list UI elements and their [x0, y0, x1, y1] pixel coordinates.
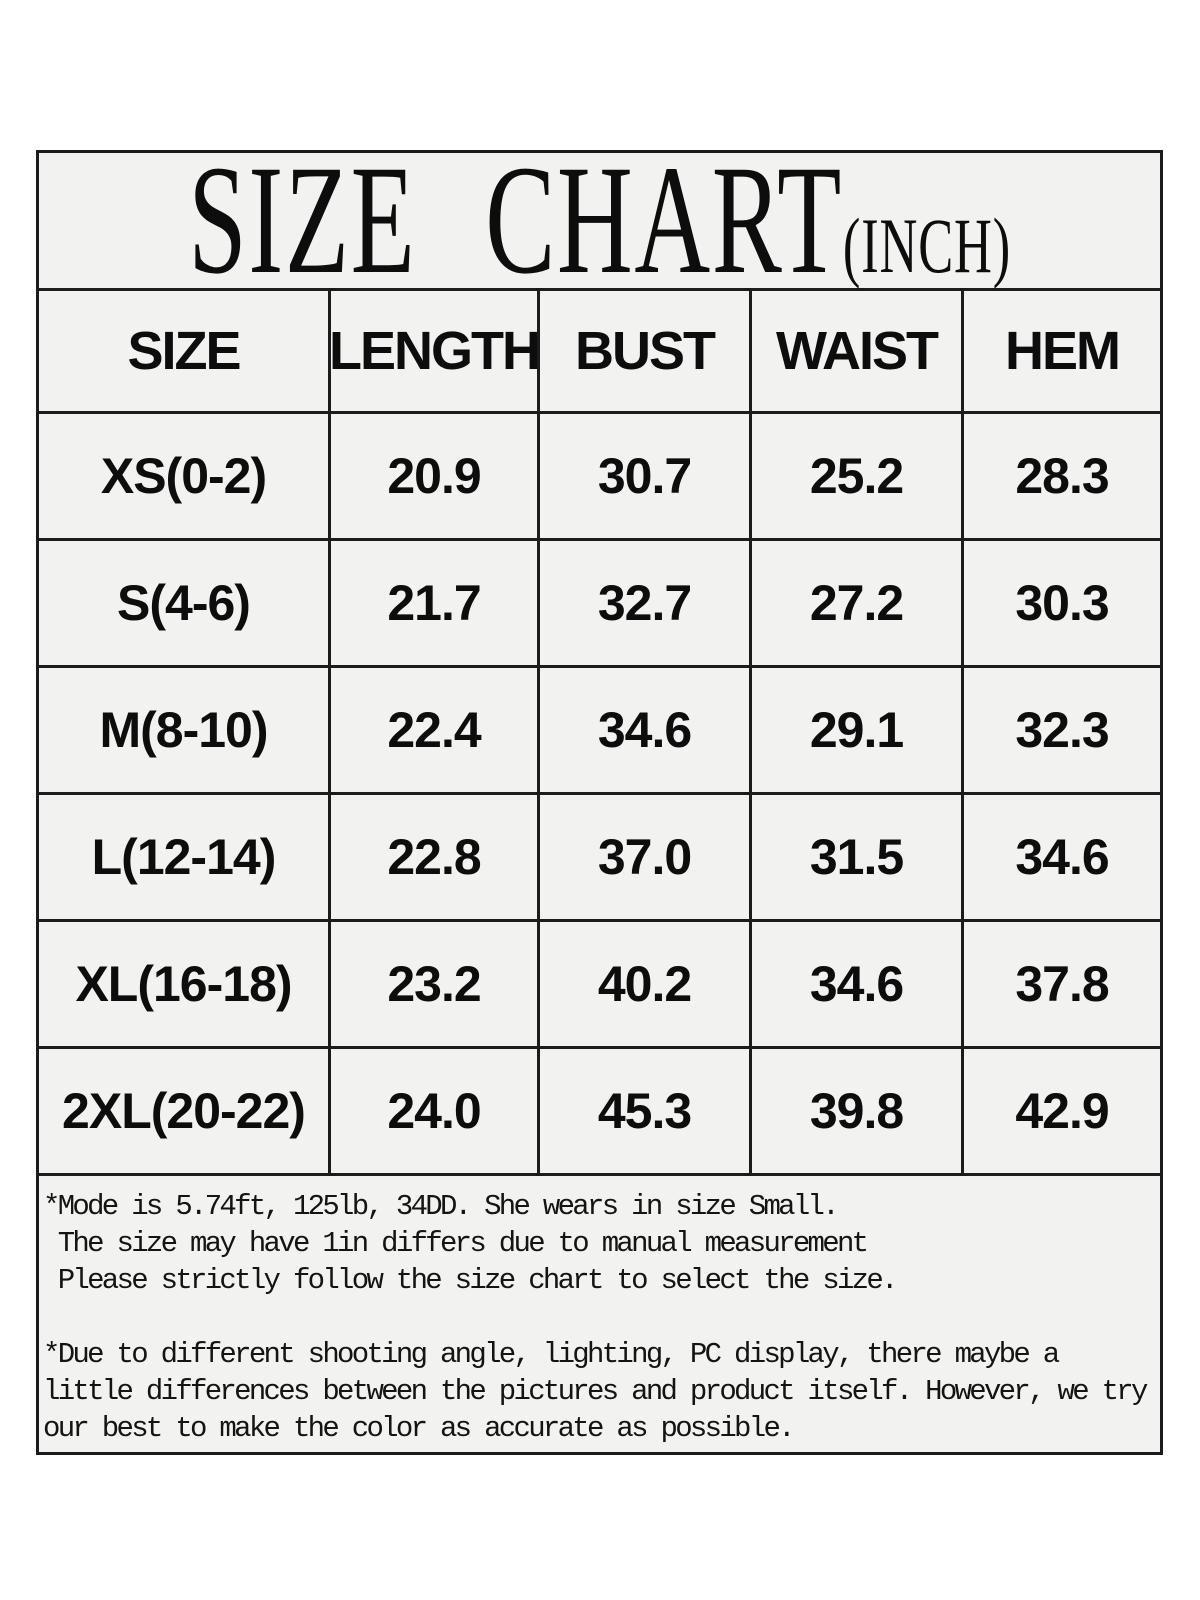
row-label-l: L(12-14): [39, 795, 331, 922]
cell-l-waist: 31.5: [752, 795, 964, 922]
cell-s-length: 21.7: [331, 541, 540, 668]
cell-2xl-hem: 42.9: [964, 1049, 1160, 1176]
row-label-2xl: 2XL(20-22): [39, 1049, 331, 1176]
row-label-s: S(4-6): [39, 541, 331, 668]
page-title: SIZE CHART(INCH): [188, 153, 1011, 297]
cell-2xl-waist: 39.8: [752, 1049, 964, 1176]
cell-xs-bust: 30.7: [540, 414, 752, 541]
note-follow-chart: Please strictly follow the size chart to…: [43, 1264, 899, 1297]
cell-l-bust: 37.0: [540, 795, 752, 922]
cell-2xl-length: 24.0: [331, 1049, 540, 1176]
note-measurement: The size may have 1in differs due to man…: [43, 1227, 869, 1260]
note-color-disclaimer-1: *Due to different shooting angle, lighti…: [43, 1338, 1060, 1371]
cell-s-bust: 32.7: [540, 541, 752, 668]
note-model-info: *Mode is 5.74ft, 125lb, 34DD. She wears …: [43, 1190, 840, 1223]
column-header-bust: BUST: [540, 291, 752, 414]
cell-xs-waist: 25.2: [752, 414, 964, 541]
cell-2xl-bust: 45.3: [540, 1049, 752, 1176]
footnotes: *Mode is 5.74ft, 125lb, 34DD. She wears …: [39, 1176, 1160, 1447]
size-chart-board: SIZE CHART(INCH) SIZE LENGTH BUST WAIST …: [36, 150, 1163, 1455]
cell-m-bust: 34.6: [540, 668, 752, 795]
column-header-hem: HEM: [964, 291, 1160, 414]
note-color-disclaimer-3: our best to make the color as accurate a…: [43, 1412, 796, 1445]
row-label-xl: XL(16-18): [39, 922, 331, 1049]
cell-xl-length: 23.2: [331, 922, 540, 1049]
cell-xl-bust: 40.2: [540, 922, 752, 1049]
row-label-m: M(8-10): [39, 668, 331, 795]
cell-m-length: 22.4: [331, 668, 540, 795]
cell-s-hem: 30.3: [964, 541, 1160, 668]
title-row: SIZE CHART(INCH): [39, 153, 1160, 297]
title-text: SIZE CHART: [188, 150, 843, 306]
cell-xl-hem: 37.8: [964, 922, 1160, 1049]
cell-xs-length: 20.9: [331, 414, 540, 541]
column-header-size: SIZE: [39, 291, 331, 414]
note-color-disclaimer-2: little differences between the pictures …: [43, 1375, 1148, 1408]
size-table: SIZE LENGTH BUST WAIST HEM XS(0-2) 20.9 …: [39, 291, 1160, 1176]
cell-xl-waist: 34.6: [752, 922, 964, 1049]
column-header-waist: WAIST: [752, 291, 964, 414]
paragraph-gap: [43, 1299, 1160, 1336]
cell-xs-hem: 28.3: [964, 414, 1160, 541]
cell-l-length: 22.8: [331, 795, 540, 922]
row-label-xs: XS(0-2): [39, 414, 331, 541]
cell-s-waist: 27.2: [752, 541, 964, 668]
cell-l-hem: 34.6: [964, 795, 1160, 922]
cell-m-hem: 32.3: [964, 668, 1160, 795]
cell-m-waist: 29.1: [752, 668, 964, 795]
title-unit-label: (INCH): [842, 202, 1011, 289]
column-header-length: LENGTH: [331, 291, 540, 414]
